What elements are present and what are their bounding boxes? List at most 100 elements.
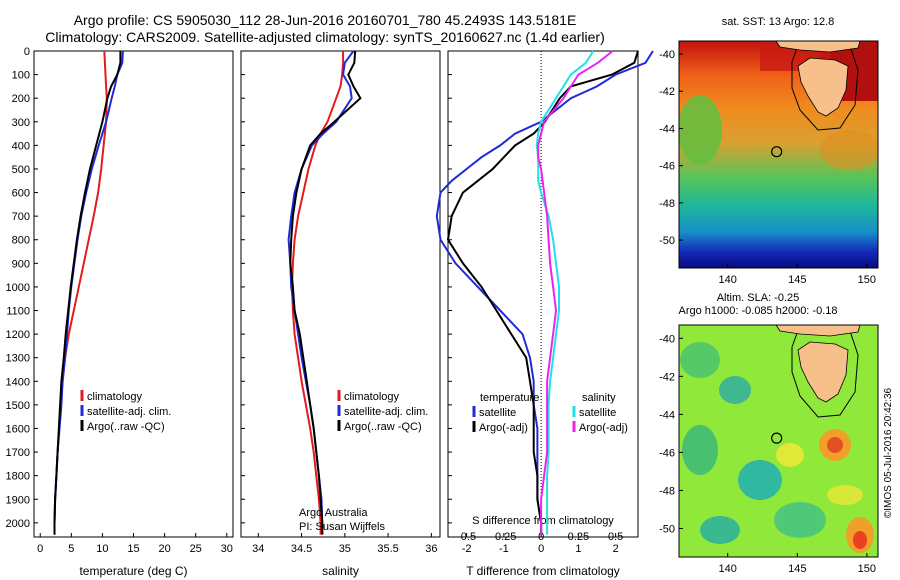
sla-patch bbox=[680, 342, 720, 378]
sla-map-frame bbox=[678, 324, 879, 558]
map-y-tick-label: -46 bbox=[659, 161, 675, 173]
depth-tick-label: 1900 bbox=[6, 494, 30, 506]
depth-tick-label: 2000 bbox=[6, 518, 30, 530]
s-diff-tick-label: 0 bbox=[538, 531, 544, 543]
map-y-tick-label: -46 bbox=[659, 447, 675, 459]
map-y-tick-label: -50 bbox=[659, 235, 675, 247]
depth-tick-label: 1000 bbox=[6, 282, 30, 294]
depth-tick-label: 400 bbox=[12, 140, 30, 152]
sla-patch bbox=[700, 516, 740, 544]
sla-argo-marker bbox=[771, 432, 783, 444]
depth-tick-label: 600 bbox=[12, 188, 30, 200]
depth-tick-label: 1600 bbox=[6, 423, 30, 435]
depth-tick-label: 0 bbox=[24, 46, 30, 58]
x-tick-label: 1 bbox=[575, 543, 581, 555]
legend-label: Argo(..raw -QC) bbox=[87, 421, 165, 433]
map-y-tick-label: -40 bbox=[659, 333, 675, 345]
map-y-tick-label: -44 bbox=[659, 123, 675, 135]
legend-label: satellite-adj. clim. bbox=[344, 406, 428, 418]
map-y-tick-label: -42 bbox=[659, 86, 675, 98]
legend-label: Argo(-adj) bbox=[579, 422, 628, 434]
s-diff-tick-label: -0.5 bbox=[457, 531, 476, 543]
sla-map: Altim. SLA: -0.25 Argo h1000: -0.085 h20… bbox=[659, 292, 879, 575]
map-x-tick-label: 140 bbox=[719, 274, 737, 286]
tasmania-land bbox=[797, 57, 849, 117]
legend-label: climatology bbox=[344, 391, 400, 403]
map-y-tick-label: -48 bbox=[659, 198, 675, 210]
s-diff-tick-label: 0.5 bbox=[608, 531, 623, 543]
sla-patch bbox=[738, 460, 782, 500]
sla-patch bbox=[827, 437, 843, 453]
difference-xlabel: T difference from climatology bbox=[466, 564, 620, 578]
s-diff-axis-label: S difference from climatology bbox=[472, 515, 614, 527]
depth-tick-label: 900 bbox=[12, 258, 30, 270]
sla-patch bbox=[827, 485, 863, 505]
tasmania-land-sla bbox=[797, 341, 849, 403]
legend-title-temperature: temperature bbox=[480, 392, 539, 404]
sla-patch bbox=[776, 443, 804, 467]
x-tick-label: 0 bbox=[37, 543, 43, 555]
temperature-frame bbox=[33, 50, 234, 538]
sst-map: sat. SST: 13 Argo: 12.8 140 145 150 -40 -42 -… bbox=[659, 16, 879, 286]
temperature-panel: 0100200300400500600700800900100011001200… bbox=[6, 46, 234, 578]
x-tick-label: 35.5 bbox=[377, 543, 398, 555]
map-x-tick-label: 145 bbox=[788, 274, 806, 286]
legend-title-salinity: salinity bbox=[582, 392, 616, 404]
depth-tick-label: 1300 bbox=[6, 353, 30, 365]
sla-map-title-line1: Altim. SLA: -0.25 bbox=[717, 292, 800, 304]
x-tick-label: 5 bbox=[68, 543, 74, 555]
x-tick-label: 35 bbox=[339, 543, 351, 555]
x-tick-label: 30 bbox=[221, 543, 233, 555]
salinity-panel: 34 34.5 35 35.5 36 salinity climatology satelli… bbox=[240, 50, 441, 578]
depth-tick-label: 200 bbox=[12, 93, 30, 105]
s-diff-tick-label: 0.25 bbox=[568, 531, 589, 543]
tasmania-shelf-sla bbox=[791, 325, 859, 418]
x-tick-label: 36 bbox=[425, 543, 437, 555]
depth-tick-label: 100 bbox=[12, 70, 30, 82]
credit-label: ©IMOS 05-Jul-2016 20:42:36 bbox=[883, 387, 894, 518]
depth-tick-label: 1700 bbox=[6, 447, 30, 459]
map-x-tick-label: 145 bbox=[788, 563, 806, 575]
x-tick-label: 34 bbox=[252, 543, 264, 555]
salinity-series-argo-raw-qc- bbox=[289, 50, 362, 535]
depth-tick-label: 800 bbox=[12, 235, 30, 247]
temperature-xlabel: temperature (deg C) bbox=[79, 564, 187, 578]
sla-patch bbox=[853, 531, 867, 549]
x-tick-label: 10 bbox=[96, 543, 108, 555]
depth-tick-label: 1800 bbox=[6, 471, 30, 483]
x-tick-label: 25 bbox=[190, 543, 202, 555]
sst-map-title: sat. SST: 13 Argo: 12.8 bbox=[722, 16, 835, 28]
depth-tick-label: 1500 bbox=[6, 400, 30, 412]
depth-tick-label: 1400 bbox=[6, 376, 30, 388]
legend-label: satellite bbox=[479, 407, 516, 419]
x-tick-label: 0 bbox=[538, 543, 544, 555]
depth-tick-label: 300 bbox=[12, 117, 30, 129]
x-tick-label: 15 bbox=[127, 543, 139, 555]
sla-patch bbox=[719, 376, 751, 404]
difference-series-salinity-satellite bbox=[535, 50, 595, 535]
salinity-frame bbox=[240, 50, 441, 538]
map-x-tick-label: 140 bbox=[719, 563, 737, 575]
depth-tick-label: 500 bbox=[12, 164, 30, 176]
map-y-tick-label: -40 bbox=[659, 49, 675, 61]
legend-label: Argo(..raw -QC) bbox=[344, 421, 422, 433]
difference-panel: -2 -1 0 1 2 T difference from climatology -0.5… bbox=[435, 50, 654, 578]
difference-frame bbox=[447, 50, 639, 538]
legend-label: satellite-adj. clim. bbox=[87, 406, 171, 418]
annotation-pi: PI: Susan Wijffels bbox=[299, 521, 385, 533]
depth-tick-label: 1200 bbox=[6, 329, 30, 341]
map-y-tick-label: -48 bbox=[659, 485, 675, 497]
temperature-series-argo-raw-qc- bbox=[53, 51, 122, 535]
map-x-tick-label: 150 bbox=[858, 274, 876, 286]
sst-map-frame bbox=[678, 40, 879, 269]
tasmania-shelf bbox=[791, 41, 859, 131]
map-y-tick-label: -50 bbox=[659, 523, 675, 535]
sla-patch bbox=[774, 502, 826, 538]
sla-map-title-line2: Argo h1000: -0.085 h2000: -0.18 bbox=[678, 305, 837, 317]
difference-series-temperature-satellite bbox=[435, 50, 654, 535]
map-x-tick-label: 150 bbox=[858, 563, 876, 575]
x-tick-label: -2 bbox=[462, 543, 472, 555]
plot-title-line2: Climatology: CARS2009. Satellite-adjuste… bbox=[45, 29, 605, 45]
s-diff-tick-label: -0.25 bbox=[491, 531, 516, 543]
